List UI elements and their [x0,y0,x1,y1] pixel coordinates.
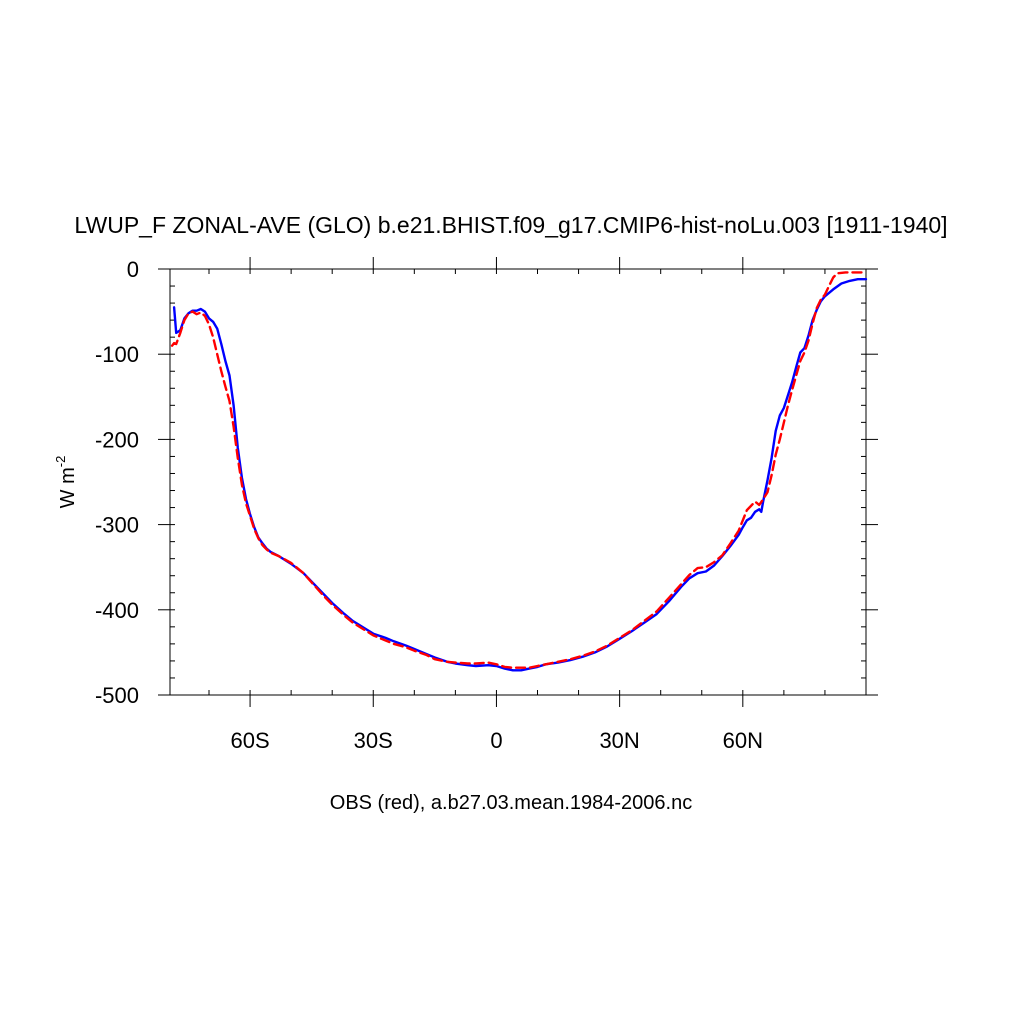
model-series-line [172,278,868,672]
y-tick-label: -200 [95,427,139,452]
y-tick-label: -500 [95,683,139,708]
y-axis-label-exponent: -2 [53,456,68,468]
y-axis-label: W m-2 [53,456,79,509]
x-tick-label: 30S [354,728,393,753]
major-ticks [158,257,878,707]
obs-series-line [170,271,868,669]
y-tick-label: -300 [95,513,139,538]
chart-title: LWUP_F ZONAL-AVE (GLO) b.e21.BHIST.f09_g… [74,212,947,238]
series-layer [170,271,868,672]
tick-labels: 60S 30S 0 30N 60N 0 -100 -200 -300 -400 -500 [95,257,763,753]
y-tick-label: -400 [95,598,139,623]
x-tick-label: 60S [230,728,269,753]
plot-frame [169,268,867,696]
minor-ticks [170,268,866,696]
chart-caption: OBS (red), a.b27.03.mean.1984-2006.nc [330,792,692,814]
y-axis-label-base: W m [57,467,79,508]
x-tick-label: 60N [723,728,763,753]
x-tick-label: 0 [490,728,502,753]
y-tick-label: -100 [95,342,139,367]
y-tick-label: 0 [127,257,139,282]
x-tick-label: 30N [599,728,639,753]
